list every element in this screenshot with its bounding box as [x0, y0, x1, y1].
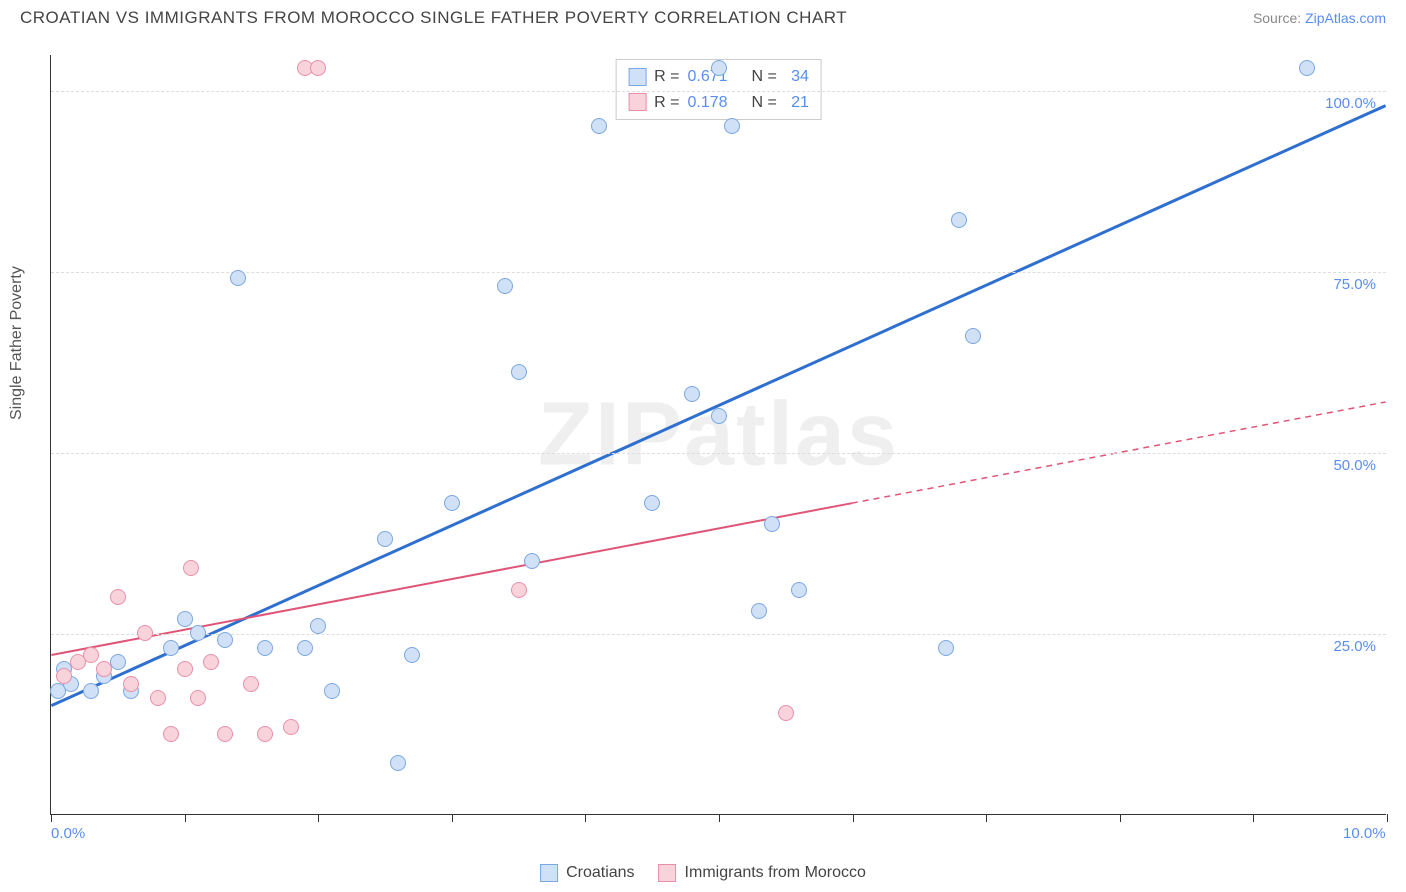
y-tick-label: 75.0%: [1333, 276, 1376, 293]
data-point: [591, 118, 607, 134]
n-value: 21: [785, 90, 809, 116]
data-point: [511, 364, 527, 380]
x-tick: [853, 814, 854, 822]
x-tick: [1253, 814, 1254, 822]
x-tick: [1387, 814, 1388, 822]
data-point: [190, 625, 206, 641]
data-point: [183, 560, 199, 576]
legend-series-label: Croatians: [566, 864, 634, 882]
data-point: [177, 661, 193, 677]
data-point: [404, 647, 420, 663]
data-point: [110, 589, 126, 605]
gridline-h: [51, 634, 1386, 635]
data-point: [96, 661, 112, 677]
legend-swatch: [540, 864, 558, 882]
data-point: [163, 726, 179, 742]
legend-stat-row: R = 0.178 N = 21: [628, 90, 809, 116]
data-point: [310, 618, 326, 634]
data-point: [230, 270, 246, 286]
data-point: [217, 726, 233, 742]
x-tick-label: 10.0%: [1343, 825, 1386, 842]
data-point: [257, 726, 273, 742]
series-legend: Croatians Immigrants from Morocco: [540, 864, 866, 882]
data-point: [150, 690, 166, 706]
data-point: [377, 531, 393, 547]
data-point: [190, 690, 206, 706]
data-point: [324, 683, 340, 699]
legend-swatch: [628, 93, 646, 111]
x-tick: [185, 814, 186, 822]
n-label: N =: [752, 64, 777, 90]
data-point: [83, 647, 99, 663]
data-point: [724, 118, 740, 134]
data-point: [177, 611, 193, 627]
data-point: [511, 582, 527, 598]
data-point: [257, 640, 273, 656]
source-attribution: Source: ZipAtlas.com: [1253, 10, 1386, 26]
n-label: N =: [752, 90, 777, 116]
data-point: [56, 668, 72, 684]
data-point: [217, 632, 233, 648]
data-point: [684, 386, 700, 402]
data-point: [524, 553, 540, 569]
legend-series-item: Croatians: [540, 864, 634, 882]
data-point: [711, 60, 727, 76]
chart-title: CROATIAN VS IMMIGRANTS FROM MOROCCO SING…: [20, 8, 847, 28]
data-point: [965, 328, 981, 344]
data-point: [951, 212, 967, 228]
legend-swatch: [628, 68, 646, 86]
y-tick-label: 25.0%: [1333, 638, 1376, 655]
data-point: [163, 640, 179, 656]
source-link[interactable]: ZipAtlas.com: [1305, 10, 1386, 26]
y-axis-label: Single Father Poverty: [8, 266, 26, 420]
data-point: [791, 582, 807, 598]
data-point: [137, 625, 153, 641]
gridline-h: [51, 453, 1386, 454]
data-point: [497, 278, 513, 294]
x-tick: [585, 814, 586, 822]
r-value: 0.178: [687, 90, 727, 116]
data-point: [83, 683, 99, 699]
r-label: R =: [654, 64, 679, 90]
legend-series-label: Immigrants from Morocco: [685, 864, 866, 882]
data-point: [390, 755, 406, 771]
regression-lines-layer: [51, 55, 1386, 814]
data-point: [243, 676, 259, 692]
y-tick-label: 50.0%: [1333, 457, 1376, 474]
legend-swatch: [659, 864, 677, 882]
data-point: [778, 705, 794, 721]
y-tick-label: 100.0%: [1325, 95, 1376, 112]
x-tick: [452, 814, 453, 822]
x-tick: [51, 814, 52, 822]
gridline-h: [51, 272, 1386, 273]
x-tick: [986, 814, 987, 822]
data-point: [711, 408, 727, 424]
chart-plot-area: ZIPatlas R =0.671N =34R =0.178N =21 25.0…: [50, 55, 1386, 815]
data-point: [203, 654, 219, 670]
x-tick: [1120, 814, 1121, 822]
r-label: R =: [654, 90, 679, 116]
x-tick: [318, 814, 319, 822]
data-point: [1299, 60, 1315, 76]
gridline-h: [51, 91, 1386, 92]
x-tick: [719, 814, 720, 822]
data-point: [751, 603, 767, 619]
data-point: [123, 676, 139, 692]
legend-series-item: Immigrants from Morocco: [659, 864, 866, 882]
watermark-text: ZIPatlas: [538, 383, 899, 486]
data-point: [644, 495, 660, 511]
x-tick-label: 0.0%: [51, 825, 85, 842]
data-point: [938, 640, 954, 656]
n-value: 34: [785, 64, 809, 90]
data-point: [283, 719, 299, 735]
data-point: [310, 60, 326, 76]
data-point: [764, 516, 780, 532]
data-point: [444, 495, 460, 511]
data-point: [297, 640, 313, 656]
